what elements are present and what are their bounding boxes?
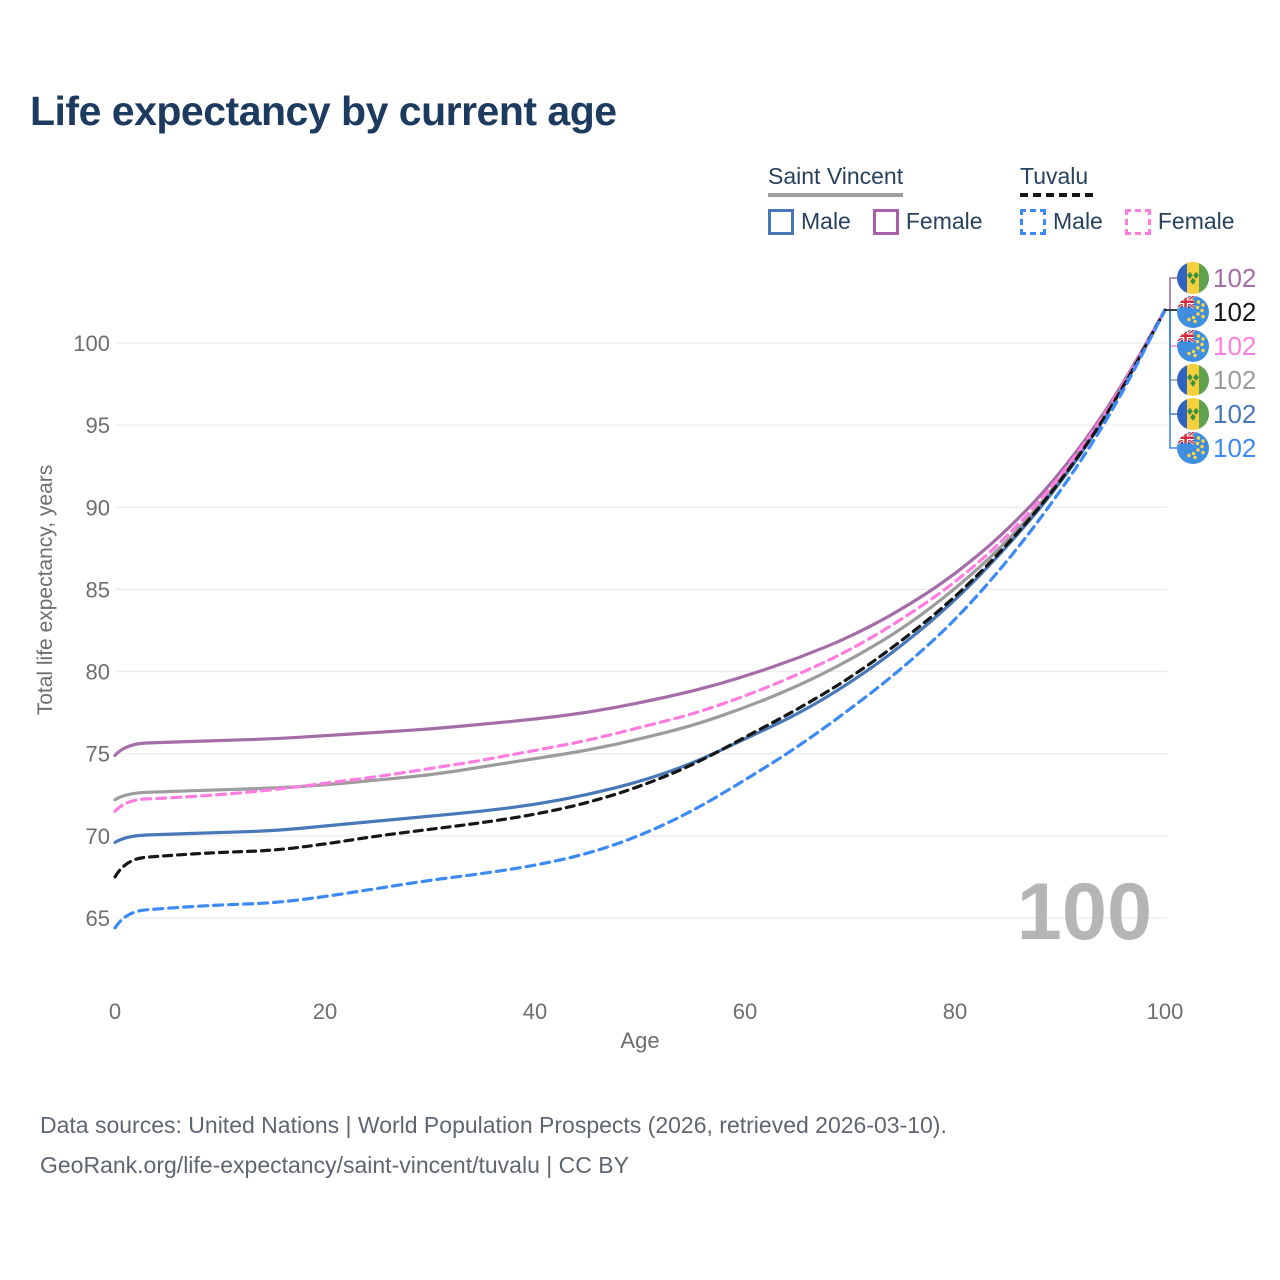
data-sources-text: Data sources: United Nations | World Pop… bbox=[40, 1112, 947, 1138]
tuvalu-line-sample bbox=[1020, 193, 1098, 197]
series-line-tuvalu-female bbox=[113, 308, 1167, 813]
x-tick-60: 60 bbox=[733, 999, 757, 1024]
x-tick-40: 40 bbox=[523, 999, 547, 1024]
legend-item-label: Male bbox=[801, 208, 851, 234]
attribution-text: GeoRank.org/life-expectancy/saint-vincen… bbox=[40, 1152, 629, 1178]
saint-vincent-line-sample bbox=[768, 193, 904, 197]
legend-item-label: Female bbox=[1157, 208, 1235, 234]
x-axis-title: Age bbox=[620, 1028, 659, 1053]
end-value-label: 102 bbox=[1213, 433, 1256, 463]
series-line-tuvalu-both-sexes bbox=[113, 308, 1167, 879]
legend-group-header: Tuvalu bbox=[1020, 163, 1098, 197]
gridlines bbox=[115, 342, 1167, 919]
end-value-label: 102 bbox=[1213, 365, 1256, 395]
legend-item-tuvalu-female[interactable]: Female bbox=[1124, 208, 1235, 235]
y-tick-75: 75 bbox=[86, 742, 110, 767]
legend-group-title: Saint Vincent bbox=[768, 163, 904, 189]
saint-vincent-female-swatch bbox=[872, 208, 899, 235]
saint-vincent-flag-icon bbox=[1177, 364, 1209, 396]
series-line-saint-vincent-both-sexes bbox=[113, 308, 1167, 802]
legend-group-header: Saint Vincent bbox=[768, 163, 904, 197]
y-tick-80: 80 bbox=[86, 660, 110, 685]
end-value-label: 102 bbox=[1213, 331, 1256, 361]
leader-line bbox=[1169, 310, 1177, 381]
axis-labels: 65 70 75 80 85 90 95 100 0 20 40 60 80 100 Age bbox=[73, 331, 1183, 1053]
saint-vincent-flag-icon bbox=[1177, 262, 1209, 294]
saint-vincent-flag-icon bbox=[1177, 398, 1209, 430]
leader-line bbox=[1169, 277, 1177, 310]
y-tick-65: 65 bbox=[86, 906, 110, 931]
tuvalu-flag-icon bbox=[1177, 296, 1209, 328]
end-value-label: 102 bbox=[1213, 263, 1256, 293]
legend-group-saint-vincent: Saint Vincent Male Female bbox=[768, 163, 1005, 235]
x-tick-80: 80 bbox=[943, 999, 967, 1024]
legend-item-label: Female bbox=[905, 208, 983, 234]
saint-vincent-male-swatch bbox=[768, 208, 794, 235]
end-value-labels: 102 102 102 102 102 102 bbox=[1164, 262, 1256, 464]
tuvalu-female-swatch bbox=[1124, 208, 1151, 235]
legend-group-tuvalu: Tuvalu Male Female bbox=[1020, 163, 1257, 235]
series-line-tuvalu-male bbox=[113, 308, 1167, 930]
page-title: Life expectancy by current age bbox=[30, 88, 617, 134]
series-line-saint-vincent-female bbox=[113, 308, 1167, 757]
age-counter-watermark: 100 bbox=[1016, 867, 1152, 957]
y-tick-90: 90 bbox=[86, 495, 110, 520]
x-tick-0: 0 bbox=[109, 999, 121, 1024]
legend-item-label: Male bbox=[1053, 208, 1103, 234]
tuvalu-male-swatch bbox=[1020, 208, 1046, 235]
leader-line bbox=[1169, 310, 1177, 449]
series-line-saint-vincent-male bbox=[113, 308, 1167, 845]
tuvalu-flag-icon bbox=[1177, 432, 1209, 464]
legend-group-title: Tuvalu bbox=[1020, 163, 1089, 189]
end-value-label: 102 bbox=[1213, 399, 1256, 429]
y-axis-title: Total life expectancy, years bbox=[34, 464, 57, 716]
x-tick-100: 100 bbox=[1147, 999, 1184, 1024]
leader-line bbox=[1169, 310, 1177, 347]
leader-line bbox=[1169, 310, 1177, 415]
y-tick-85: 85 bbox=[86, 577, 110, 602]
y-tick-70: 70 bbox=[86, 824, 110, 849]
series-lines bbox=[113, 308, 1167, 930]
legend-item-tuvalu-male[interactable]: Male bbox=[1020, 208, 1103, 235]
legend-item-saint-vincent-female[interactable]: Female bbox=[872, 208, 983, 235]
tuvalu-flag-icon bbox=[1177, 330, 1209, 362]
end-value-label: 102 bbox=[1213, 297, 1256, 327]
legend-item-saint-vincent-male[interactable]: Male bbox=[768, 208, 851, 235]
footer: Data sources: United Nations | World Pop… bbox=[40, 1105, 947, 1185]
x-tick-20: 20 bbox=[313, 999, 337, 1024]
y-tick-95: 95 bbox=[86, 413, 110, 438]
y-tick-100: 100 bbox=[73, 331, 110, 356]
